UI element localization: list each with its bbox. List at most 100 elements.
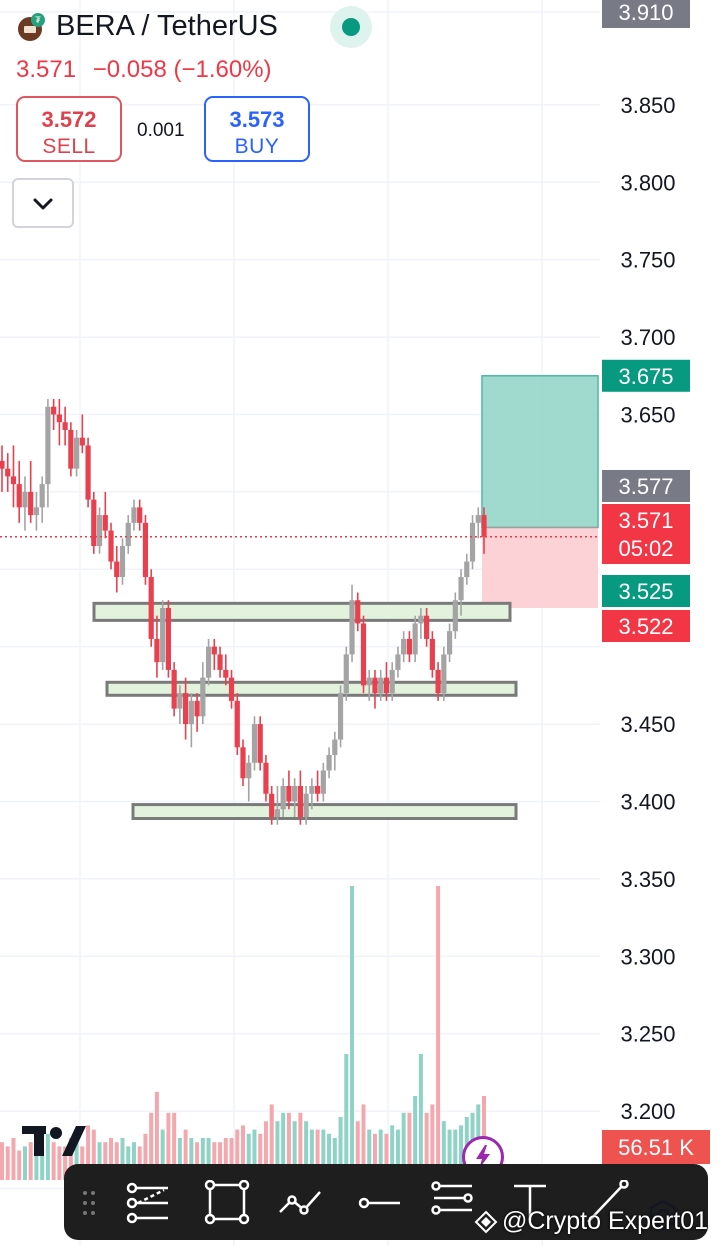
volume-bar-44 (252, 1129, 257, 1180)
lightning-icon (476, 1145, 490, 1169)
candle-body-25 (142, 522, 149, 578)
spread-value: 0.001 (137, 120, 185, 141)
candle-body-52 (297, 786, 303, 817)
expand-dropdown-button[interactable] (12, 178, 74, 228)
price-axis[interactable]: 3.850 3.800 3.750 3.700 3.650 3.450 3.400 3.350… (620, 93, 675, 1202)
long-position-tool[interactable] (481, 375, 599, 608)
price-tick-14: 3.200 (620, 1099, 675, 1124)
settings-button[interactable] (646, 1198, 680, 1232)
candle-body-13 (73, 437, 80, 469)
volume-bar-75 (430, 1104, 435, 1180)
rectangle-tool-icon[interactable] (202, 1180, 250, 1226)
volume-bar-48 (275, 1121, 280, 1180)
candle-body-37 (211, 646, 217, 655)
fib-tool-icon[interactable] (428, 1180, 476, 1226)
candle-body-66 (378, 677, 384, 694)
sell-label: SELL (42, 135, 96, 158)
volume-bar-51 (292, 1121, 297, 1180)
sell-button[interactable]: 3.572 SELL (16, 96, 122, 162)
drawing-toolbar[interactable] (64, 1164, 708, 1240)
candle-body-61 (349, 600, 355, 655)
volume-bar-7 (40, 1146, 45, 1180)
price-tick-1: 3.850 (620, 93, 675, 118)
multi-line-tool-icon[interactable] (124, 1180, 172, 1226)
candle-body-32 (183, 693, 189, 725)
volume-bar-67 (384, 1133, 389, 1180)
symbol-header[interactable]: ₮ BERA / TetherUS (16, 10, 278, 43)
horizontal-line-tool-icon[interactable] (354, 1180, 402, 1226)
volume-bar-14 (80, 1146, 85, 1180)
candle-body-72 (412, 623, 418, 655)
buy-label: BUY (234, 135, 280, 158)
trend-line-tool-icon[interactable] (582, 1180, 630, 1226)
volume-bar-47 (269, 1104, 274, 1180)
candle-body-19 (108, 530, 114, 562)
grip-icon[interactable] (82, 1190, 96, 1216)
volume-bar-12 (68, 1138, 73, 1180)
volume-bar-46 (263, 1121, 268, 1180)
price-tick-2: 3.800 (620, 170, 675, 195)
price-label-take-profit-bg (602, 359, 690, 392)
price-tick-11: 3.350 (620, 867, 675, 892)
volume-bar-63 (361, 1104, 366, 1180)
volume-bar-4 (22, 1146, 27, 1180)
price-label-top-bg (602, 0, 690, 28)
path-tool-icon[interactable] (276, 1180, 324, 1226)
watermark: @Crypto Expert01 (474, 1207, 708, 1236)
candle-body-31 (177, 693, 183, 709)
volume-bar-10 (57, 1146, 62, 1180)
volume-bar-53 (304, 1121, 309, 1180)
volume-bar-45 (258, 1133, 263, 1180)
price-tick-3: 3.750 (620, 248, 675, 273)
price-tick-13: 3.250 (620, 1022, 675, 1047)
watermark-text: @Crypto Expert01 (502, 1207, 709, 1235)
volume-bar-73 (418, 1054, 423, 1180)
volume-bar-56 (321, 1129, 326, 1180)
market-open-indicator[interactable] (330, 6, 372, 48)
volume-bar-28 (160, 1129, 165, 1180)
candle-body-10 (56, 414, 62, 423)
volume-bar-11 (63, 1146, 68, 1180)
coin-logo-icon: ₮ (16, 12, 46, 42)
volume-bar-79 (453, 1129, 458, 1180)
candle-body-75 (429, 638, 435, 670)
price-tick-9: 3.450 (620, 712, 675, 737)
candle-body-74 (424, 615, 430, 639)
candle-body-34 (194, 700, 200, 717)
volume-bar-62 (355, 1121, 360, 1180)
candle-body-23 (131, 507, 137, 523)
volume-bar-6 (34, 1150, 39, 1180)
price-label-stop-bg (602, 575, 690, 607)
volume-bar-26 (149, 1112, 154, 1180)
volume-bar-3 (17, 1150, 22, 1180)
binance-square-icon (474, 1210, 498, 1233)
volume-bar-37 (212, 1142, 217, 1180)
volume-bar-36 (206, 1138, 211, 1180)
volume-bar-76 (436, 886, 441, 1180)
candle-body-4 (22, 491, 28, 508)
candle-body-1 (5, 468, 11, 477)
text-tool-icon[interactable] (506, 1180, 554, 1226)
stop-loss-zone (482, 527, 598, 608)
volume-bar-22 (126, 1146, 131, 1180)
support-resistance-zones[interactable] (92, 601, 518, 821)
candle-body-43 (246, 762, 252, 779)
candle-body-57 (326, 755, 332, 771)
candle-body-81 (464, 561, 470, 578)
candle-body-41 (234, 700, 240, 748)
candle-body-6 (33, 507, 40, 516)
volume-bar-20 (114, 1142, 119, 1180)
volume-bar-74 (424, 1112, 429, 1180)
volume-bar-2 (11, 1138, 16, 1180)
candle-body-58 (332, 739, 338, 756)
volume-bar-34 (195, 1142, 200, 1180)
candle-body-29 (165, 607, 172, 670)
candlesticks (0, 399, 487, 825)
candle-body-71 (406, 638, 413, 655)
candle-body-40 (228, 677, 235, 701)
candle-body-44 (251, 724, 258, 763)
buy-button[interactable]: 3.573 BUY (204, 96, 310, 162)
volume-bar-58 (332, 1138, 337, 1180)
price-change: −0.058 (92, 56, 167, 83)
